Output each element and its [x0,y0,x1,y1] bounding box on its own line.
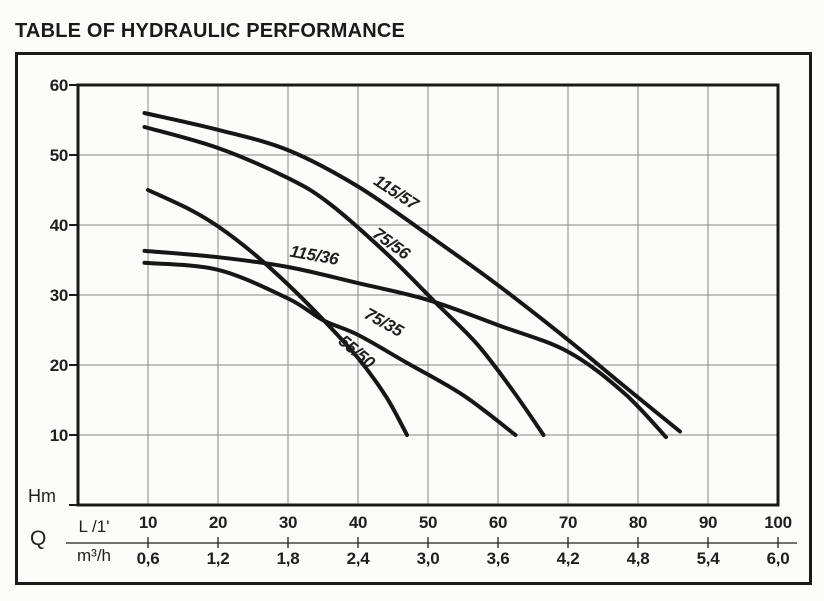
x-axis-m3h-label: 4,2 [557,549,580,568]
curve-115-36 [142,248,668,440]
x-axis-m3h-labels: 0,6 1,2 1,8 2,4 3,0 3,6 4,2 4,8 5,4 6,0 [137,549,790,568]
x-axis-m3h-label: 4,8 [627,549,650,568]
x-axis-unit-m3-per-h: m³/h [77,546,111,565]
y-axis-label: 60 [50,76,68,95]
x-axis-m3h-label: 3,0 [417,549,440,568]
x-axis-unit-liters-per-min: L /1' [78,517,110,536]
y-axis-label: 40 [50,216,68,235]
curve-55-50 [146,188,409,437]
secondary-axis-ruler [66,537,797,548]
x-axis-m3h-label: 3,6 [487,549,510,568]
curve-label-55-50: 55/50 [335,331,379,372]
y-axis-label: 20 [50,356,68,375]
y-axis-labels: 60 50 40 30 20 10 [50,76,69,445]
x-axis-m3h-label: 6,0 [767,549,790,568]
y-axis-label: 50 [50,146,68,165]
curve-label-115-57: 115/57 [370,171,423,215]
x-axis-l1-label: 80 [629,513,647,532]
y-axis-ticks [69,84,78,506]
chart-border-box [15,52,812,585]
curve-label-75-35: 75/35 [361,304,407,341]
curve-label-115-36: 115/36 [288,242,340,269]
x-axis-l1-label: 10 [139,513,157,532]
x-axis-l1-label: 20 [209,513,227,532]
x-axis-l1-label: 90 [699,513,717,532]
gridlines [78,85,778,505]
x-axis-l1-label: 50 [419,513,437,532]
chart-title: TABLE OF HYDRAULIC PERFORMANCE [15,20,406,42]
x-axis-m3h-label: 1,2 [207,549,230,568]
x-axis-m3h-label: 1,8 [277,549,300,568]
y-axis-unit-label: Hm [28,486,56,506]
x-axis-l1-labels: 10 20 30 40 50 60 70 80 90 100 [139,513,792,532]
x-axis-m3h-label: 5,4 [697,549,721,568]
x-axis-l1-label: 100 [764,513,791,532]
x-axis-l1-label: 60 [489,513,507,532]
x-axis-m3h-label: 2,4 [347,549,371,568]
x-axis-l1-label: 40 [349,513,367,532]
y-axis-label: 10 [50,426,68,445]
curve-115-57 [142,111,682,434]
curve-75-56 [142,125,546,437]
x-axis-m3h-label: 0,6 [137,549,160,568]
y-axis-label: 30 [50,286,68,305]
flow-symbol-label: Q [30,527,47,550]
x-axis-l1-label: 30 [279,513,297,532]
curve-75-35 [142,260,518,437]
x-axis-l1-label: 70 [559,513,577,532]
